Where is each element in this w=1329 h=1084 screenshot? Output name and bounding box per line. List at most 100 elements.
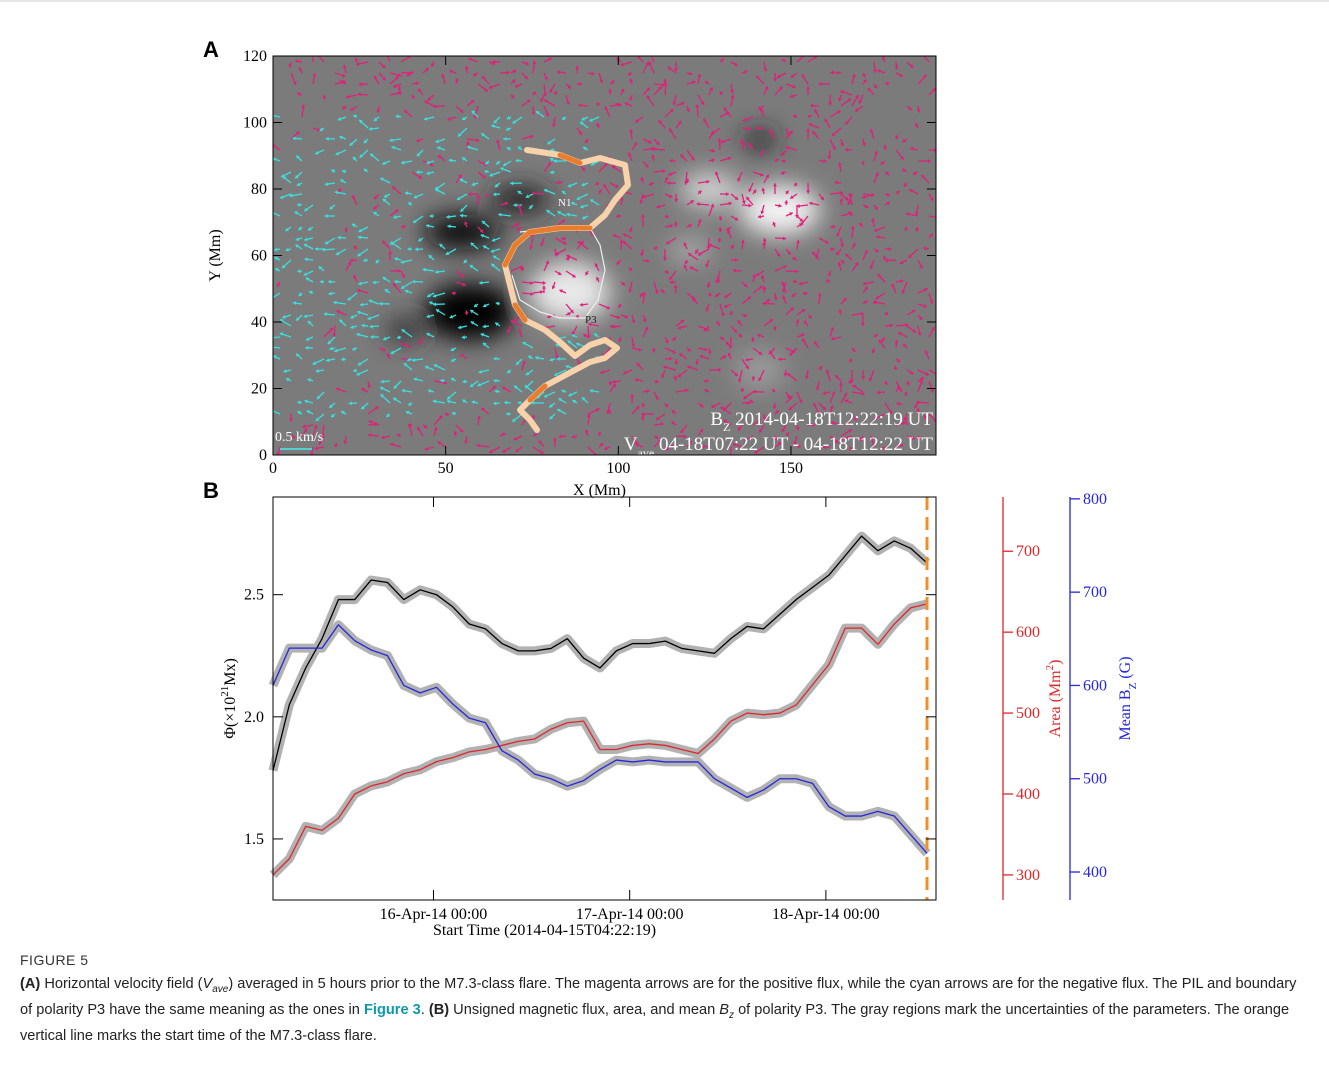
- velocity-arrow-head: [611, 165, 616, 170]
- velocity-arrow-head: [669, 128, 673, 132]
- velocity-arrow-head: [586, 413, 591, 418]
- velocity-arrow-head: [785, 190, 789, 195]
- velocity-arrow-head: [396, 335, 401, 340]
- velocity-arrow-head: [553, 91, 558, 95]
- velocity-arrow-head: [531, 414, 536, 418]
- velocity-arrow-head: [734, 62, 738, 66]
- velocity-arrow-head: [831, 336, 835, 341]
- velocity-arrow-head: [898, 332, 902, 336]
- velocity-arrow-head: [674, 361, 679, 365]
- velocity-arrow-head: [410, 95, 415, 100]
- velocity-arrow-head: [789, 352, 794, 356]
- velocity-arrow-head: [464, 440, 469, 444]
- velocity-arrow-head: [334, 190, 339, 195]
- velocity-arrow: [273, 336, 281, 339]
- velocity-arrow-head: [488, 85, 493, 89]
- velocity-arrow-head: [579, 302, 584, 307]
- velocity-arrow-head: [380, 177, 384, 182]
- y-tick-label: 40: [251, 314, 267, 331]
- velocity-arrow-head: [822, 391, 826, 396]
- annotation: 0.5 km/s: [275, 430, 323, 445]
- velocity-arrow-head: [530, 134, 534, 139]
- velocity-arrow-head: [706, 284, 711, 288]
- velocity-arrow: [317, 56, 325, 63]
- velocity-arrow-head: [832, 224, 836, 229]
- velocity-arrow-head: [669, 276, 673, 280]
- velocity-arrow-head: [741, 141, 746, 146]
- velocity-arrow-head: [730, 89, 734, 94]
- velocity-arrow-head: [401, 160, 405, 165]
- velocity-arrow-head: [743, 438, 748, 442]
- velocity-arrow-head: [697, 219, 702, 223]
- velocity-arrow-head: [522, 341, 527, 346]
- velocity-arrow-head: [519, 265, 523, 270]
- velocity-arrow-head: [720, 336, 725, 341]
- velocity-arrow-head: [703, 378, 707, 383]
- velocity-arrow-head: [547, 314, 551, 319]
- velocity-arrow-head: [778, 203, 782, 208]
- velocity-arrow-head: [447, 117, 451, 121]
- velocity-arrow-head: [303, 243, 308, 248]
- velocity-arrow-head: [680, 101, 685, 106]
- x-tick-label: 18-Apr-14 00:00: [772, 906, 880, 923]
- velocity-arrow-head: [347, 261, 352, 266]
- velocity-arrow-head: [720, 139, 725, 144]
- velocity-arrow-head: [595, 408, 600, 412]
- velocity-arrow-head: [461, 335, 465, 340]
- velocity-arrow-head: [307, 320, 312, 325]
- velocity-arrow-head: [406, 72, 411, 77]
- velocity-arrow-head: [847, 98, 852, 102]
- velocity-arrow-head: [554, 355, 559, 359]
- velocity-arrow-head: [727, 230, 731, 234]
- velocity-arrow-head: [576, 196, 581, 200]
- velocity-arrow-head: [493, 401, 497, 406]
- velocity-arrow-head: [764, 86, 769, 90]
- velocity-arrow-head: [512, 120, 517, 124]
- velocity-arrow-head: [869, 128, 874, 133]
- velocity-arrow-head: [589, 388, 593, 393]
- velocity-arrow-head: [718, 228, 723, 233]
- velocity-arrow-head: [760, 172, 764, 177]
- velocity-arrow-head: [418, 341, 423, 345]
- velocity-arrow-head: [718, 217, 723, 221]
- velocity-arrow-head: [441, 73, 445, 78]
- velocity-arrow-head: [373, 195, 378, 200]
- velocity-arrow-head: [664, 403, 668, 408]
- velocity-arrow-head: [464, 66, 469, 70]
- velocity-arrow-head: [470, 321, 475, 325]
- velocity-arrow-head: [483, 303, 487, 308]
- caption-part: ) averaged in 5 hours prior to the M7.3-…: [20, 976, 1297, 1018]
- velocity-arrow-head: [303, 272, 308, 276]
- velocity-arrow-head: [687, 347, 691, 352]
- velocity-arrow-head: [515, 84, 519, 88]
- velocity-arrow-head: [640, 417, 645, 421]
- velocity-arrow-head: [411, 358, 416, 363]
- velocity-arrow-head: [640, 177, 645, 181]
- velocity-arrow-head: [567, 85, 572, 89]
- velocity-arrow-head: [470, 383, 474, 387]
- velocity-arrow-head: [549, 404, 553, 408]
- velocity-arrow-head: [612, 379, 616, 384]
- velocity-arrow-head: [781, 59, 786, 63]
- velocity-arrow-head: [830, 421, 835, 425]
- velocity-arrow-head: [742, 117, 747, 122]
- velocity-arrow-head: [765, 174, 769, 179]
- velocity-arrow-head: [824, 240, 829, 244]
- velocity-arrow-head: [529, 205, 533, 209]
- velocity-arrow-head: [319, 279, 324, 284]
- velocity-arrow-head: [415, 247, 419, 252]
- velocity-arrow-head: [674, 198, 679, 203]
- velocity-arrow-head: [553, 159, 557, 164]
- velocity-arrow-head: [545, 112, 550, 117]
- velocity-arrow-head: [597, 431, 602, 436]
- velocity-arrow-head: [402, 224, 406, 229]
- velocity-arrow-head: [521, 360, 526, 365]
- velocity-arrow-head: [818, 366, 823, 370]
- velocity-arrow-head: [715, 293, 720, 297]
- velocity-arrow: [273, 410, 281, 415]
- velocity-arrow-head: [734, 257, 738, 262]
- velocity-arrow: [922, 56, 930, 63]
- figure-link[interactable]: Figure 3: [363, 1001, 421, 1018]
- velocity-arrow-head: [861, 142, 866, 147]
- velocity-arrow-head: [295, 59, 299, 64]
